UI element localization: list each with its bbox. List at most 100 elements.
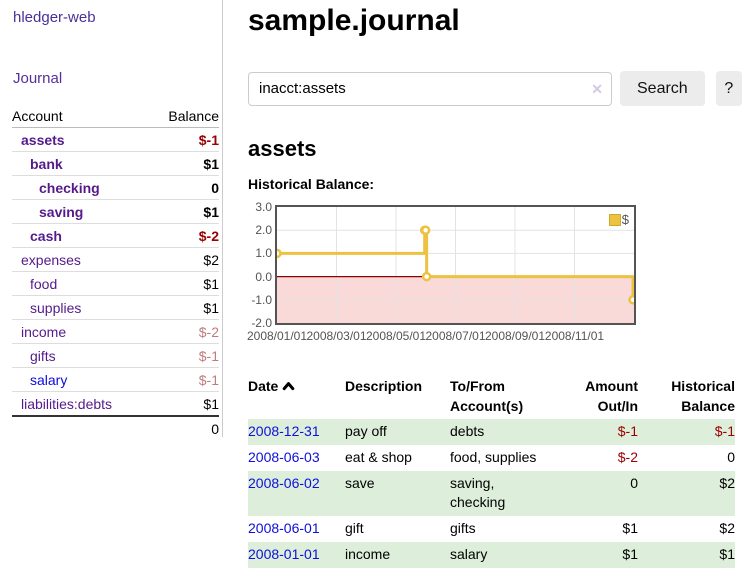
account-link-income[interactable]: income (21, 324, 67, 340)
search-input[interactable] (248, 71, 612, 106)
main-content: sample.journal ✕ Search ? assets Histori… (247, 0, 742, 568)
legend-label: $ (621, 212, 629, 227)
account-row: gifts $-1 (12, 343, 219, 368)
y-tick-label: 0.0 (255, 269, 272, 284)
account-row: bank $1 (12, 151, 219, 176)
transaction-balance: 0 (727, 449, 735, 465)
account-link-supplies[interactable]: supplies (30, 300, 82, 316)
x-tick-label: 2008/03/01 (306, 329, 367, 343)
search-row: ✕ Search ? (248, 71, 742, 106)
account-row: income $-2 (12, 319, 219, 344)
transaction-accounts: food, supplies (450, 449, 537, 465)
sidebar: hledger-web Journal Account Balance asse… (0, 0, 222, 440)
account-row: salary $-1 (12, 367, 219, 392)
transaction-description: income (345, 542, 450, 568)
header-description: Description (345, 378, 423, 394)
app-brand-link[interactable]: hledger-web (13, 9, 96, 26)
historical-balance-chart: 3.0 2.0 1.0 0.0 -1.0 -2.0 $ 2008/01/01 2008/03… (247, 200, 742, 347)
account-link-expenses[interactable]: expenses (21, 252, 81, 268)
account-row: saving $1 (12, 199, 219, 224)
page-title: sample.journal (248, 4, 460, 37)
transaction-accounts: gifts (450, 520, 476, 536)
account-balance: $1 (115, 391, 219, 417)
clear-search-icon[interactable]: ✕ (591, 80, 603, 97)
accounts-total-row: 0 (12, 415, 219, 440)
transaction-date-link[interactable]: 2008-12-31 (248, 423, 320, 439)
header-date-sort[interactable]: Date (248, 374, 345, 419)
accounts-header-balance: Balance (115, 104, 219, 128)
transaction-amount: $-1 (545, 419, 638, 445)
y-tick-label: -2.0 (251, 316, 272, 330)
y-tick-label: 2.0 (255, 223, 272, 238)
transactions-header-row: Date Description To/From Account(s) Amou… (248, 374, 735, 419)
account-balance: 0 (115, 175, 219, 200)
account-balance: $-1 (115, 127, 219, 152)
account-link-cash[interactable]: cash (30, 228, 62, 244)
transaction-date-link[interactable]: 2008-06-02 (248, 475, 320, 491)
transaction-amount: 0 (545, 471, 638, 516)
sidebar-divider (222, 0, 223, 437)
transaction-accounts: saving, checking (450, 471, 545, 516)
header-amount: Amount Out/In (585, 378, 638, 414)
transaction-date-link[interactable]: 2008-06-01 (248, 520, 320, 536)
transaction-balance: $-1 (638, 419, 735, 445)
account-link-gifts[interactable]: gifts (30, 348, 56, 364)
transaction-description: eat & shop (345, 449, 412, 465)
sidebar-item-journal[interactable]: Journal (13, 70, 63, 87)
transaction-description: pay off (345, 419, 450, 445)
transaction-row: 2008-06-03 eat & shop food, supplies $-2… (248, 445, 735, 471)
account-link-salary[interactable]: salary (30, 372, 68, 388)
x-tick-label: 2008/01/01 (246, 329, 308, 343)
account-link-bank[interactable]: bank (30, 156, 63, 172)
account-balance: $-2 (115, 223, 219, 248)
accounts-table: Account Balance assets $-1 bank $1 check… (12, 104, 219, 440)
header-balance: Historical Balance (671, 378, 735, 414)
account-balance: $-2 (115, 319, 219, 344)
search-wrap: ✕ (248, 71, 612, 106)
transaction-row: 2008-12-31 pay off debts $-1 $-1 (248, 419, 735, 445)
transaction-description: save (345, 471, 450, 516)
account-heading: assets (248, 136, 317, 161)
transaction-row: 2008-01-01 income salary $1 $1 (248, 542, 735, 568)
account-link-liabilities-debts[interactable]: liabilities:debts (21, 396, 113, 412)
account-row: food $1 (12, 271, 219, 296)
transaction-accounts: debts (450, 419, 545, 445)
account-link-saving[interactable]: saving (39, 204, 84, 220)
account-link-food[interactable]: food (30, 276, 58, 292)
account-link-assets[interactable]: assets (21, 132, 65, 148)
account-balance: $2 (115, 247, 219, 272)
header-accounts: To/From Account(s) (450, 378, 524, 414)
search-button[interactable]: Search (620, 71, 705, 106)
account-row: assets $-1 (12, 127, 219, 152)
transaction-date-link[interactable]: 2008-06-03 (248, 449, 320, 465)
y-tick-label: 1.0 (255, 246, 272, 261)
accounts-header-row: Account Balance (12, 104, 219, 128)
chart-plot-area: $ (275, 205, 636, 325)
transaction-accounts: salary (450, 542, 545, 568)
account-row: expenses $2 (12, 247, 219, 272)
chart-heading: Historical Balance: (248, 176, 375, 192)
transaction-balance: $2 (638, 471, 735, 516)
transaction-date-link[interactable]: 2008-01-01 (248, 546, 320, 562)
x-tick-label: 2008/05/01 (365, 329, 427, 343)
x-tick-label: 2008/09/01 (484, 329, 546, 343)
transaction-row: 2008-06-02 save saving, checking 0 $2 (248, 471, 735, 516)
account-balance: $1 (115, 271, 219, 296)
account-balance: $1 (115, 295, 219, 320)
transaction-amount: $-2 (617, 449, 638, 465)
transaction-description: gift (345, 520, 364, 536)
legend-swatch (608, 213, 621, 226)
transactions-table: Date Description To/From Account(s) Amou… (248, 374, 735, 568)
transaction-amount: $1 (545, 542, 638, 568)
accounts-header-account: Account (12, 104, 116, 128)
transaction-balance: $1 (638, 542, 735, 568)
help-button[interactable]: ? (715, 71, 742, 106)
account-link-checking[interactable]: checking (39, 180, 100, 196)
y-tick-label: 3.0 (255, 200, 272, 214)
account-row: checking 0 (12, 175, 219, 200)
account-balance: $-1 (115, 343, 219, 368)
account-balance: $-1 (115, 367, 219, 392)
transaction-balance: $2 (719, 520, 735, 536)
chart-legend: $ (608, 212, 629, 227)
account-row: liabilities:debts $1 (12, 391, 219, 417)
